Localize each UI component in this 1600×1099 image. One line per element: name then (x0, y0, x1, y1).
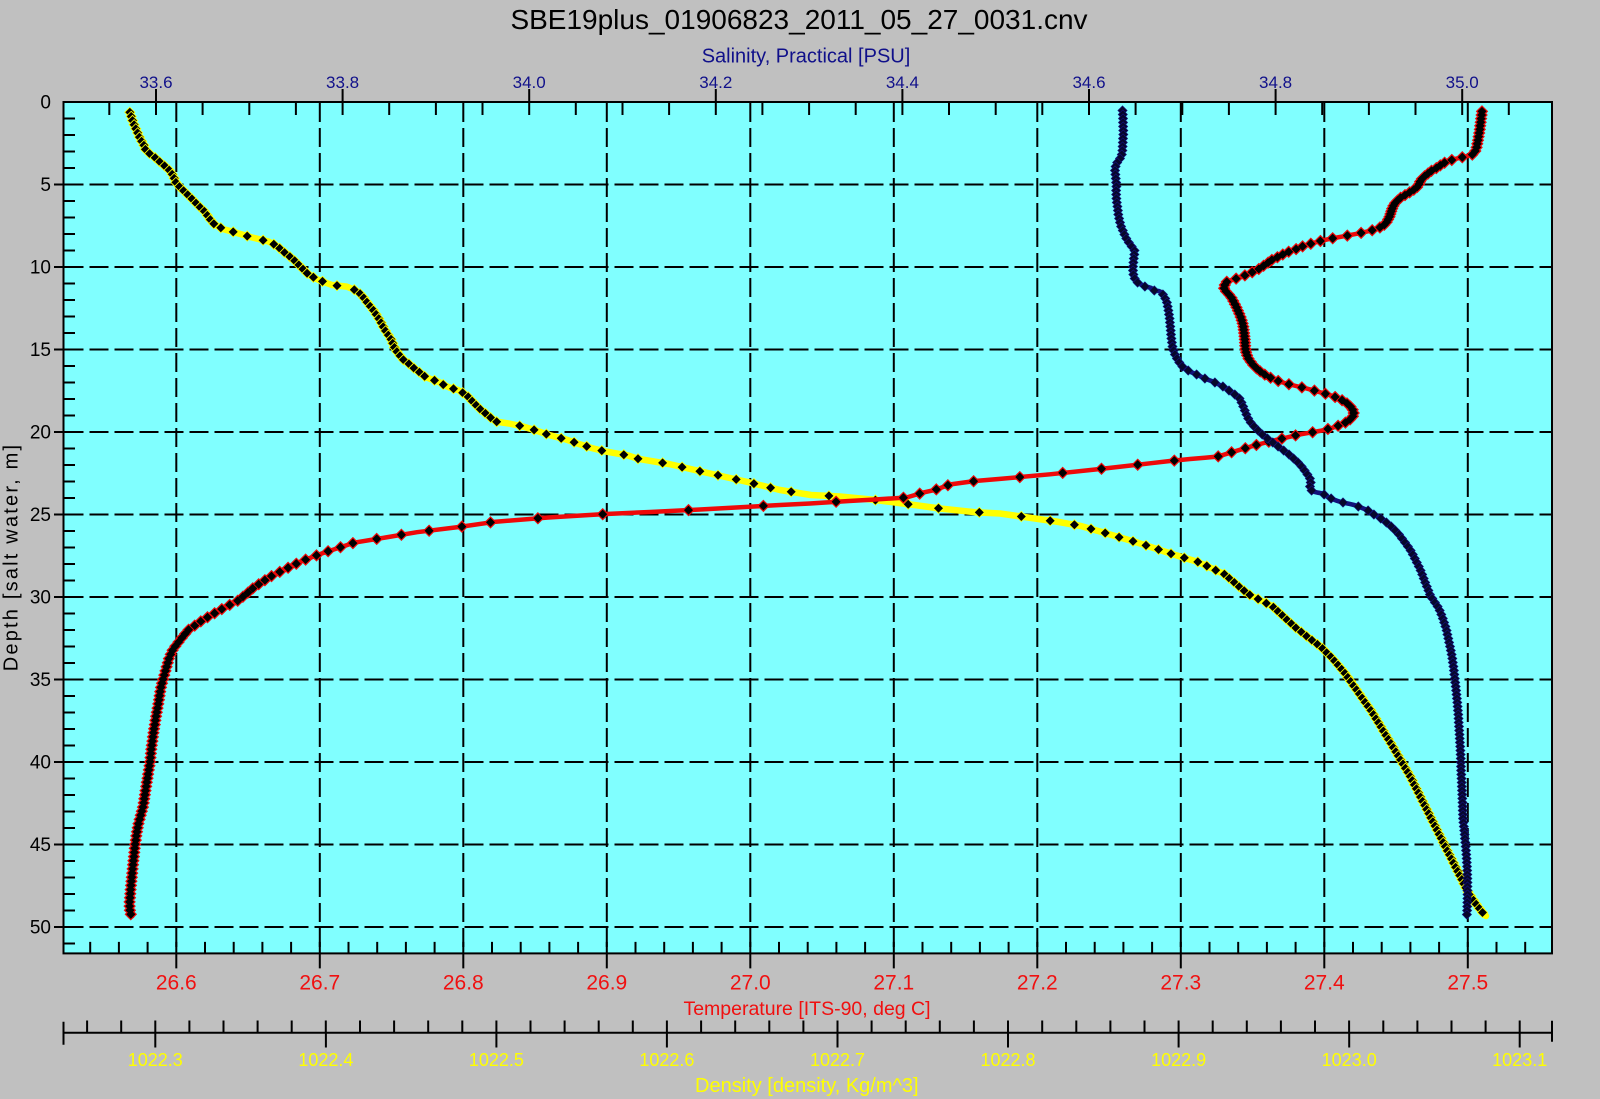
svg-text:25: 25 (30, 505, 51, 526)
svg-text:33.6: 33.6 (139, 73, 172, 92)
svg-text:33.8: 33.8 (326, 73, 359, 92)
svg-text:1023.0: 1023.0 (1322, 1050, 1377, 1070)
svg-text:40: 40 (30, 753, 51, 774)
svg-text:34.6: 34.6 (1072, 73, 1105, 92)
svg-text:10: 10 (30, 258, 51, 279)
svg-text:45: 45 (30, 835, 51, 856)
svg-text:27.1: 27.1 (873, 972, 914, 995)
svg-text:35.0: 35.0 (1446, 73, 1479, 92)
svg-text:27.5: 27.5 (1447, 972, 1488, 995)
svg-text:1022.8: 1022.8 (980, 1050, 1035, 1070)
svg-text:5: 5 (40, 175, 51, 196)
svg-text:1022.6: 1022.6 (639, 1050, 694, 1070)
svg-text:1022.3: 1022.3 (128, 1050, 183, 1070)
svg-text:27.0: 27.0 (730, 972, 771, 995)
svg-text:34.8: 34.8 (1259, 73, 1292, 92)
svg-text:1022.4: 1022.4 (298, 1050, 353, 1070)
svg-text:Temperature [ITS-90, deg C]: Temperature [ITS-90, deg C] (683, 998, 930, 1020)
svg-text:26.8: 26.8 (443, 972, 484, 995)
svg-text:35: 35 (30, 670, 51, 691)
svg-text:Depth [salt water, m]: Depth [salt water, m] (1, 443, 23, 672)
svg-text:27.2: 27.2 (1017, 972, 1058, 995)
svg-text:Salinity, Practical [PSU]: Salinity, Practical [PSU] (702, 46, 911, 68)
svg-text:1022.7: 1022.7 (810, 1050, 865, 1070)
svg-text:34.2: 34.2 (699, 73, 732, 92)
svg-text:20: 20 (30, 423, 51, 444)
svg-text:15: 15 (30, 340, 51, 361)
svg-text:1023.1: 1023.1 (1492, 1050, 1547, 1070)
svg-text:27.4: 27.4 (1304, 972, 1345, 995)
svg-text:50: 50 (30, 918, 51, 939)
svg-text:26.7: 26.7 (299, 972, 340, 995)
svg-text:26.6: 26.6 (156, 972, 197, 995)
svg-text:27.3: 27.3 (1160, 972, 1201, 995)
svg-text:Density [density, Kg/m^3]: Density [density, Kg/m^3] (695, 1075, 919, 1097)
svg-text:1022.9: 1022.9 (1151, 1050, 1206, 1070)
svg-text:34.4: 34.4 (886, 73, 919, 92)
svg-text:30: 30 (30, 588, 51, 609)
svg-text:1022.5: 1022.5 (469, 1050, 524, 1070)
svg-text:SBE19plus_01906823_2011_05_27_: SBE19plus_01906823_2011_05_27_0031.cnv (510, 4, 1087, 35)
svg-text:0: 0 (40, 93, 51, 114)
svg-text:34.0: 34.0 (513, 73, 546, 92)
svg-text:26.9: 26.9 (586, 972, 627, 995)
